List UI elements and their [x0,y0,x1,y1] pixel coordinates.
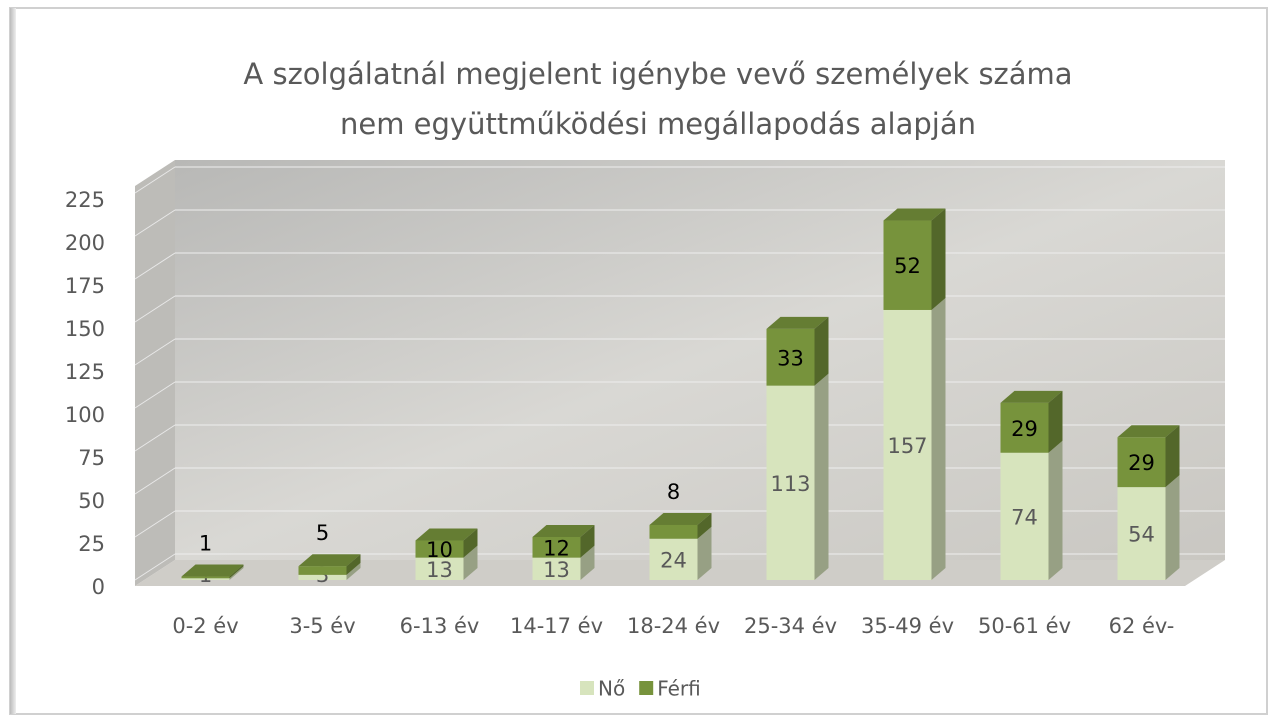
y-tick-label: 0 [92,575,105,599]
y-tick-label: 150 [65,317,105,341]
side-wall [135,160,175,586]
data-label: 12 [543,536,570,560]
data-label: 13 [543,558,570,582]
y-tick-label: 100 [65,403,105,427]
bar-side [932,209,946,310]
legend-swatch [580,681,594,695]
data-label: 52 [894,254,921,278]
data-label: 29 [1011,417,1038,441]
x-tick-label: 18-24 év [627,614,720,638]
bar-side [1049,441,1063,580]
bar-front [650,525,698,539]
x-tick-label: 0-2 év [172,614,238,638]
data-label: 74 [1011,505,1038,529]
chart: A szolgálatnál megjelent igénybe vevő sz… [0,0,1275,722]
x-tick-label: 6-13 év [400,614,480,638]
data-label: 157 [887,434,927,458]
data-label: 1 [199,532,212,556]
data-label: 29 [1128,451,1155,475]
chart-title: A szolgálatnál megjelent igénybe vevő sz… [243,57,1072,91]
data-label: 10 [426,538,453,562]
data-label: 113 [770,472,810,496]
bar-side [815,317,829,386]
legend-swatch [639,681,653,695]
back-wall [175,160,1225,560]
data-label: 54 [1128,523,1155,547]
frame-shadow [10,8,16,714]
data-label: 24 [660,548,687,572]
x-tick-label: 62 év- [1109,614,1175,638]
x-tick-label: 35-49 év [861,614,954,638]
x-tick-label: 3-5 év [289,614,355,638]
y-tick-label: 25 [78,532,105,556]
data-label: 33 [777,346,804,370]
chart-title: nem együttműködési megállapodás alapján [340,107,976,141]
x-tick-label: 25-34 év [744,614,837,638]
legend-label: Férfi [657,677,701,701]
y-tick-label: 125 [65,360,105,384]
bar-side [815,374,829,580]
data-label: 5 [316,521,329,545]
y-tick-label: 225 [65,188,105,212]
y-tick-label: 175 [65,274,105,298]
x-tick-label: 14-17 év [510,614,603,638]
bar-side [1166,475,1180,580]
legend-label: Nő [598,677,625,701]
y-tick-label: 75 [78,446,105,470]
y-tick-label: 200 [65,231,105,255]
data-label: 8 [667,480,680,504]
x-tick-label: 50-61 év [978,614,1071,638]
bar-front [182,577,230,579]
y-tick-label: 50 [78,489,105,513]
bar-side [932,298,946,580]
bar-front [299,566,347,575]
